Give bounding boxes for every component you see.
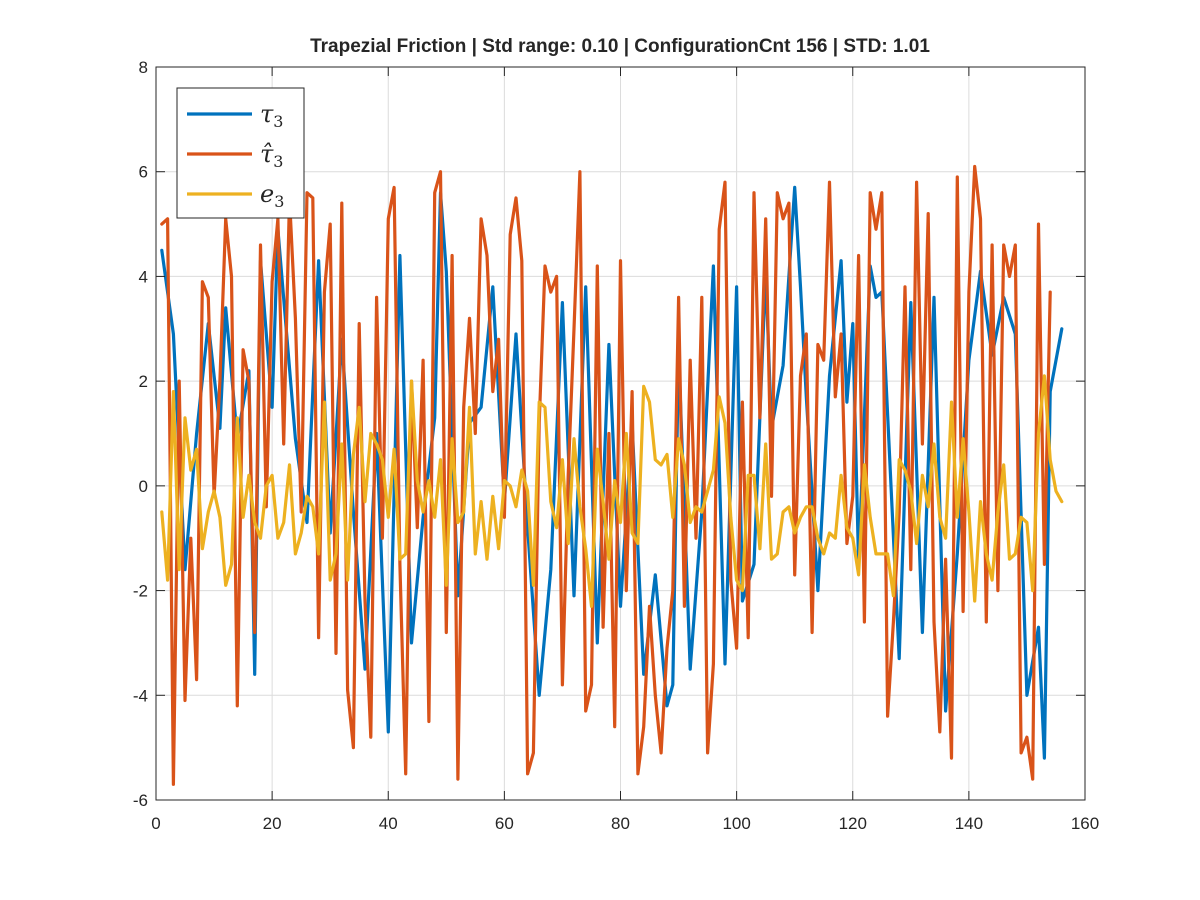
y-tick-label: -6 (133, 791, 148, 810)
legend-subscript: 3 (274, 192, 284, 211)
legend-subscript: 3 (273, 152, 283, 171)
x-tick-label: 0 (151, 814, 160, 833)
data-series (160, 164, 1064, 786)
y-tick-label: -2 (133, 582, 148, 601)
x-tick-label: 120 (839, 814, 867, 833)
x-tick-label: 20 (263, 814, 282, 833)
chart-title: Trapezial Friction | Std range: 0.10 | C… (310, 36, 930, 57)
y-tick-label: 2 (139, 372, 148, 391)
x-tick-label: 140 (955, 814, 983, 833)
y-tick-label: 8 (139, 58, 148, 77)
y-tick-label: 6 (139, 163, 148, 182)
x-tick-label: 60 (495, 814, 514, 833)
y-tick-label: -4 (133, 686, 148, 705)
legend-subscript: 3 (273, 112, 283, 131)
x-tick-label: 100 (722, 814, 750, 833)
y-tick-label: 0 (139, 477, 148, 496)
axis-ticks (155, 66, 1086, 801)
series-line-3 (160, 374, 1064, 608)
x-tick-label: 160 (1071, 814, 1099, 833)
tick-labels: 0 20 40 60 80 100 120 140 160 -6 -4 -2 0 2 4 6 8 (133, 58, 1099, 833)
legend[interactable]: τ3τ̂3e3 (176, 87, 305, 219)
x-tick-label: 80 (611, 814, 630, 833)
y-tick-label: 4 (139, 267, 148, 286)
x-tick-label: 40 (379, 814, 398, 833)
